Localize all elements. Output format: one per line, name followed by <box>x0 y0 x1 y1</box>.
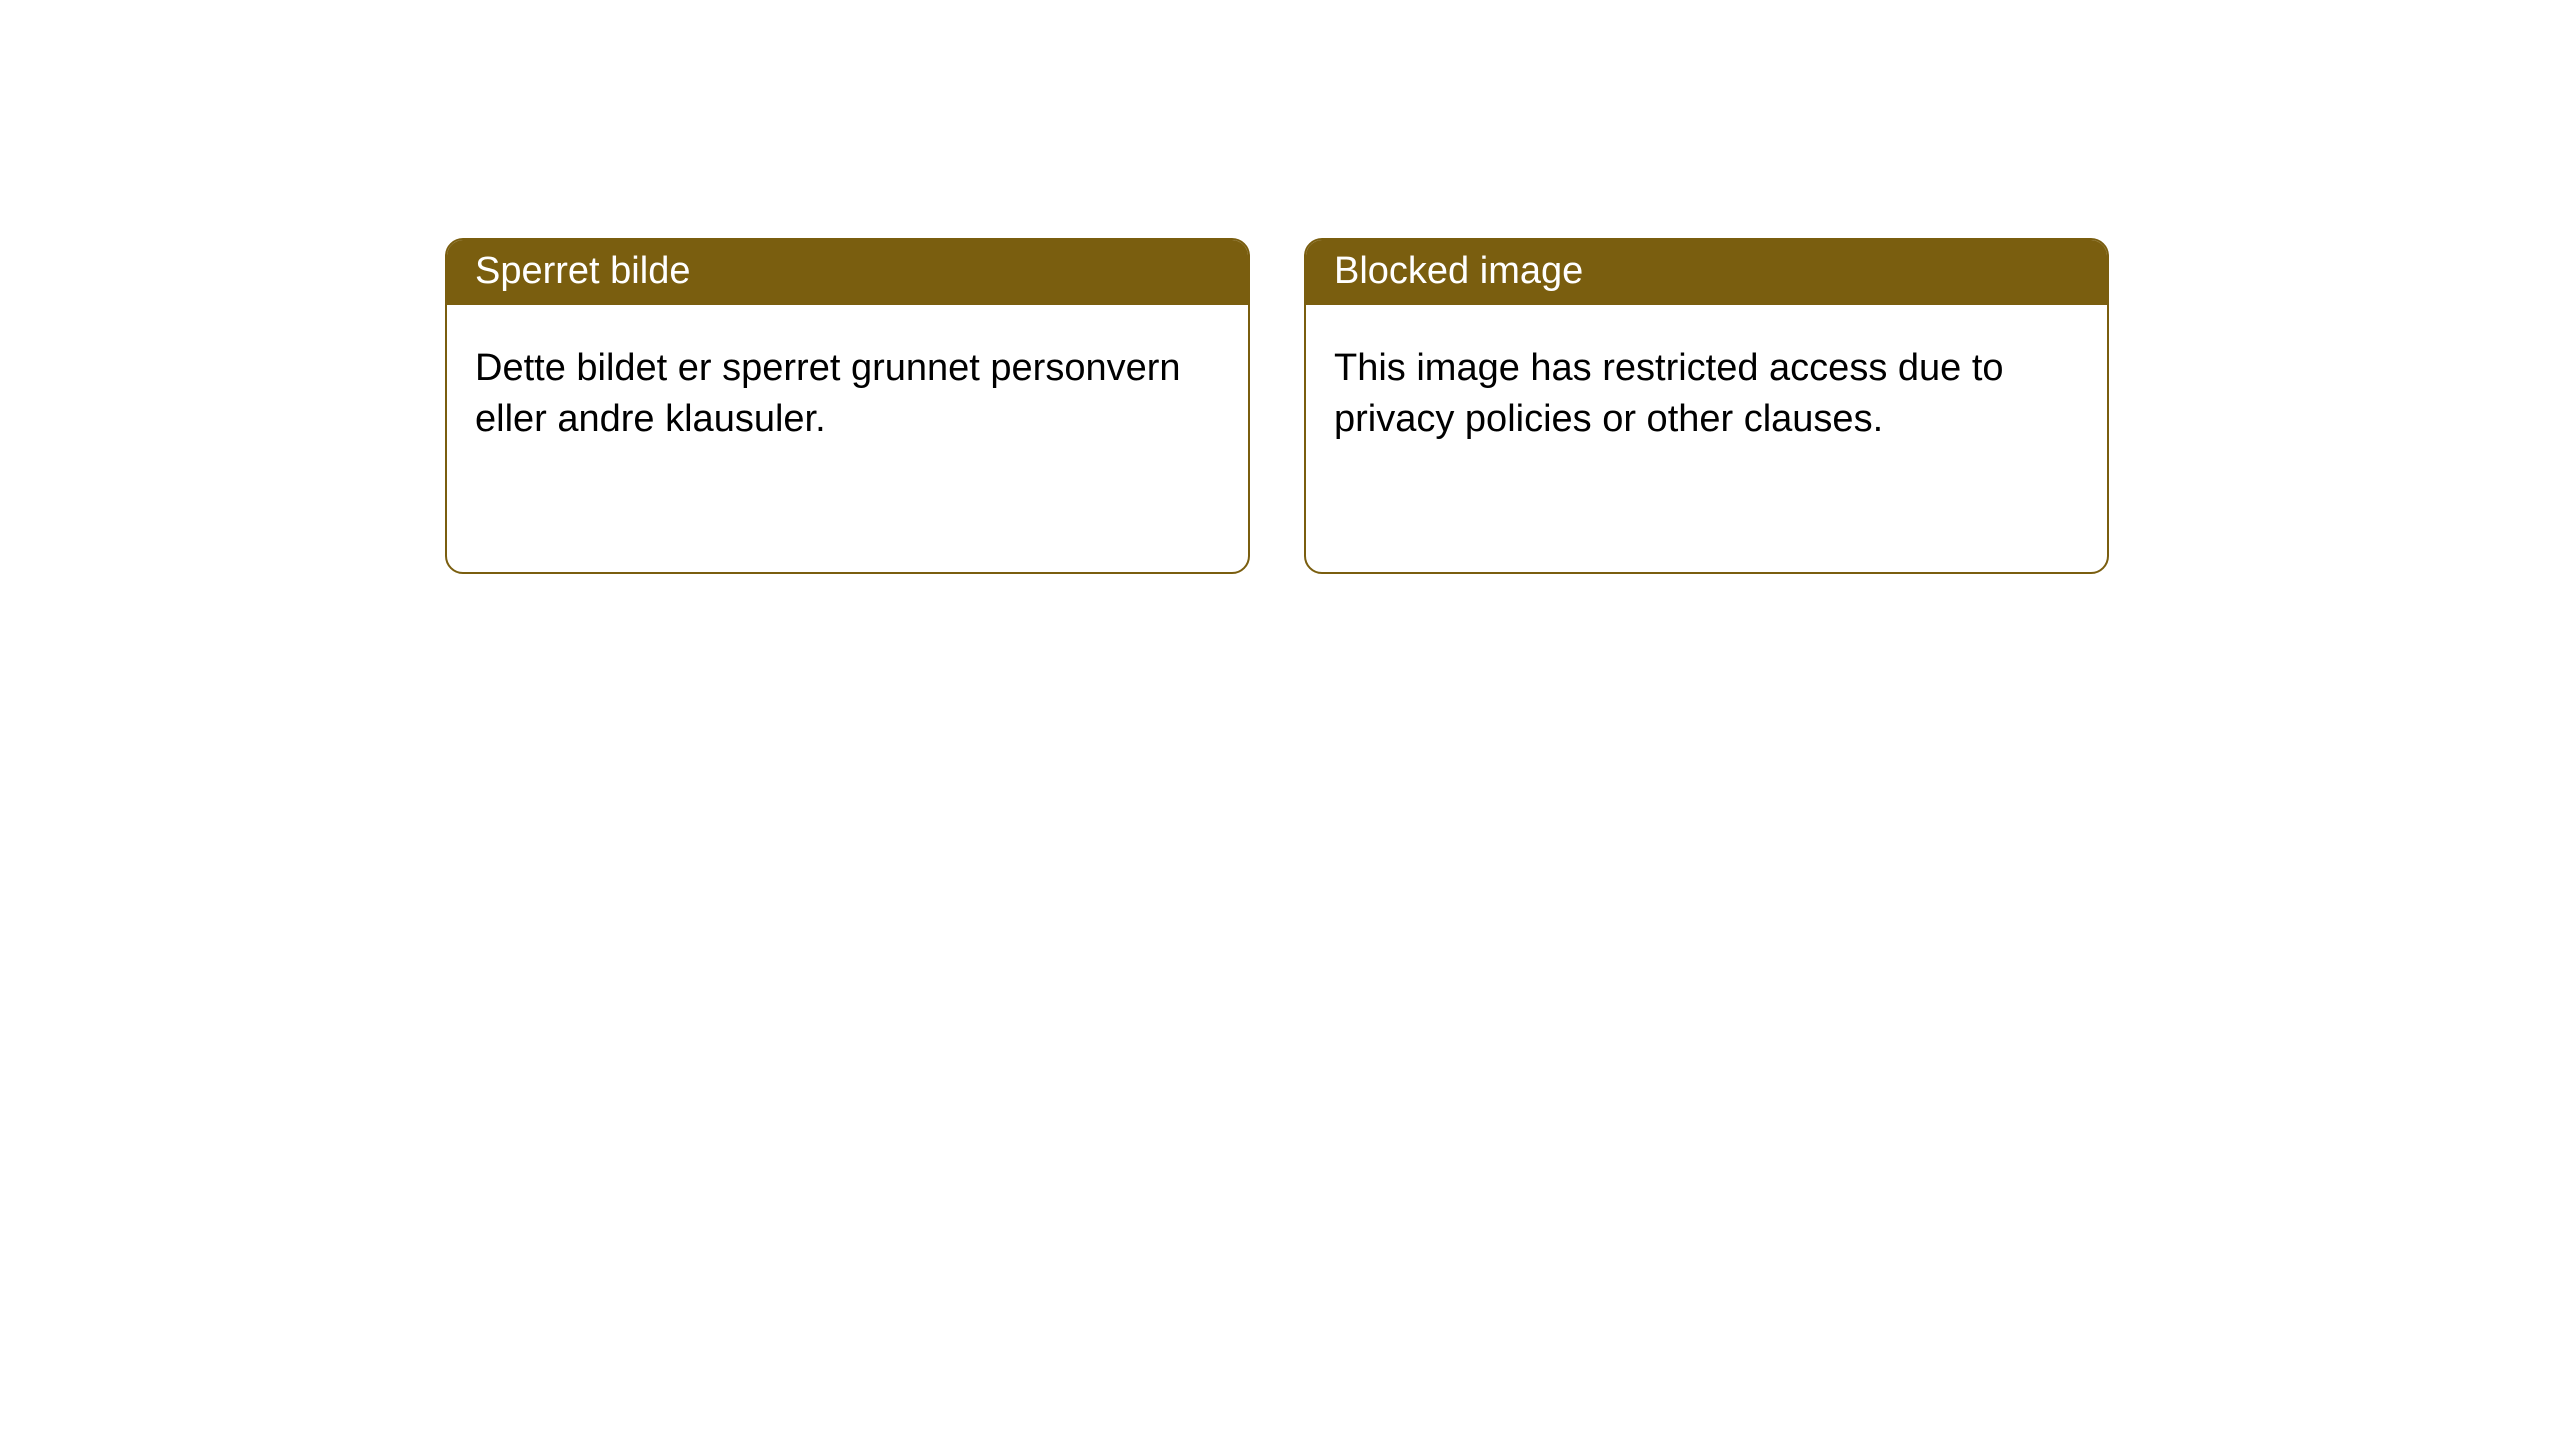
notice-card-english: Blocked image This image has restricted … <box>1304 238 2109 574</box>
card-header: Blocked image <box>1306 240 2107 305</box>
card-body-text: This image has restricted access due to … <box>1334 347 2004 440</box>
card-title: Sperret bilde <box>475 250 690 292</box>
notice-card-norwegian: Sperret bilde Dette bildet er sperret gr… <box>445 238 1250 574</box>
notice-container: Sperret bilde Dette bildet er sperret gr… <box>0 0 2560 574</box>
card-body: Dette bildet er sperret grunnet personve… <box>447 305 1248 474</box>
card-body: This image has restricted access due to … <box>1306 305 2107 474</box>
card-title: Blocked image <box>1334 250 1583 292</box>
card-header: Sperret bilde <box>447 240 1248 305</box>
card-body-text: Dette bildet er sperret grunnet personve… <box>475 347 1181 440</box>
